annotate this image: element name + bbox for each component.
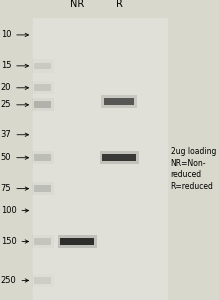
Text: NR: NR: [70, 0, 84, 9]
FancyBboxPatch shape: [34, 185, 51, 192]
Text: 75: 75: [1, 184, 28, 193]
Text: 50: 50: [1, 153, 28, 162]
Text: 2ug loading
NR=Non-
reduced
R=reduced: 2ug loading NR=Non- reduced R=reduced: [171, 147, 216, 191]
FancyBboxPatch shape: [34, 101, 51, 108]
FancyBboxPatch shape: [34, 277, 51, 284]
FancyBboxPatch shape: [102, 154, 136, 161]
Text: 20: 20: [1, 83, 28, 92]
FancyBboxPatch shape: [34, 154, 51, 161]
Text: 25: 25: [1, 100, 28, 109]
FancyBboxPatch shape: [60, 238, 94, 245]
FancyBboxPatch shape: [34, 238, 51, 245]
FancyBboxPatch shape: [100, 151, 139, 164]
Text: 250: 250: [1, 276, 28, 285]
FancyBboxPatch shape: [58, 235, 97, 248]
FancyBboxPatch shape: [34, 62, 51, 69]
Text: 150: 150: [1, 237, 28, 246]
Text: 37: 37: [1, 130, 28, 139]
Text: 100: 100: [1, 206, 28, 215]
FancyBboxPatch shape: [101, 95, 137, 108]
Text: 10: 10: [1, 30, 28, 39]
Text: R: R: [116, 0, 122, 9]
Text: 15: 15: [1, 61, 28, 70]
FancyBboxPatch shape: [104, 98, 134, 105]
FancyBboxPatch shape: [34, 85, 51, 91]
